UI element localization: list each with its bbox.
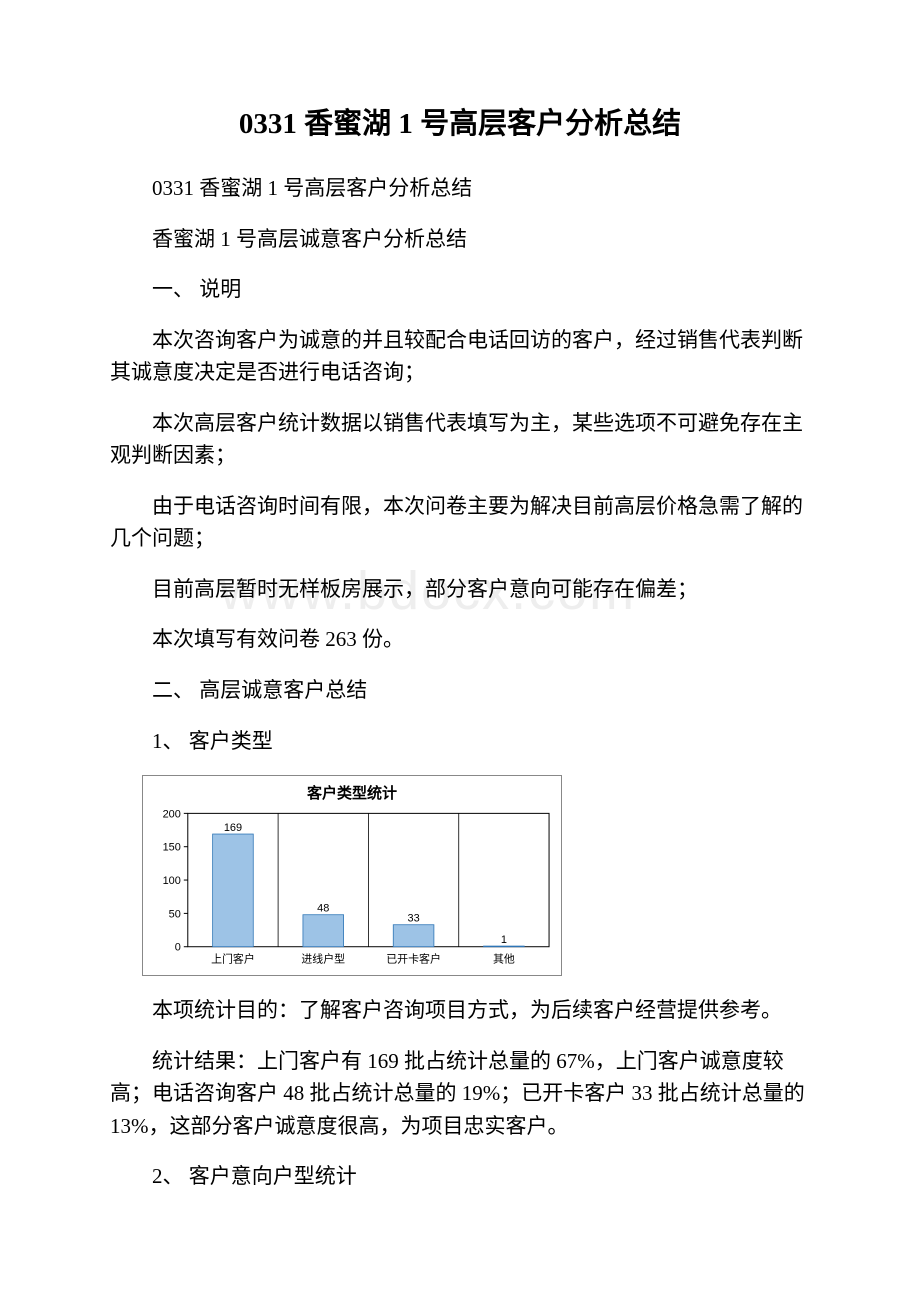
paragraph: 本次填写有效问卷 263 份。: [110, 623, 810, 656]
paragraph: 本项统计目的：了解客户咨询项目方式，为后续客户经营提供参考。: [110, 994, 810, 1027]
svg-text:150: 150: [163, 842, 181, 854]
paragraph: 目前高层暂时无样板房展示，部分客户意向可能存在偏差；: [110, 573, 810, 606]
paragraph: 香蜜湖 1 号高层诚意客户分析总结: [110, 223, 810, 256]
paragraph: 统计结果：上门客户有 169 批占统计总量的 67%，上门客户诚意度较高；电话咨…: [110, 1045, 810, 1143]
customer-type-chart: 客户类型统计 0 50 100 150 200 169 上门客户 48 进线户型 33 已开卡客户 1…: [142, 775, 562, 976]
svg-text:169: 169: [224, 822, 242, 834]
paragraph: 由于电话咨询时间有限，本次问卷主要为解决目前高层价格急需了解的几个问题；: [110, 490, 810, 555]
svg-text:其他: 其他: [493, 953, 515, 966]
svg-text:0: 0: [175, 942, 181, 954]
paragraph: 二、 高层诚意客户总结: [110, 674, 810, 707]
document-content: 0331 香蜜湖 1 号高层客户分析总结 0331 香蜜湖 1 号高层客户分析总…: [110, 100, 810, 1193]
svg-text:1: 1: [501, 934, 507, 946]
chart-title: 客户类型统计: [143, 776, 561, 805]
chart-svg: 0 50 100 150 200 169 上门客户 48 进线户型 33 已开卡客户 1 其他: [143, 805, 561, 975]
svg-text:上门客户: 上门客户: [211, 952, 255, 966]
svg-text:33: 33: [407, 913, 419, 925]
paragraph: 2、 客户意向户型统计: [110, 1160, 810, 1193]
svg-text:已开卡客户: 已开卡客户: [386, 952, 441, 966]
svg-text:200: 200: [163, 808, 181, 820]
paragraph: 本次高层客户统计数据以销售代表填写为主，某些选项不可避免存在主观判断因素；: [110, 407, 810, 472]
paragraph: 一、 说明: [110, 273, 810, 306]
paragraph: 1、 客户类型: [110, 725, 810, 758]
svg-text:100: 100: [163, 875, 181, 887]
svg-text:50: 50: [169, 908, 181, 920]
document-title: 0331 香蜜湖 1 号高层客户分析总结: [110, 100, 810, 142]
svg-text:48: 48: [317, 903, 329, 915]
paragraph: 0331 香蜜湖 1 号高层客户分析总结: [110, 172, 810, 205]
svg-text:进线户型: 进线户型: [301, 952, 345, 966]
paragraph: 本次咨询客户为诚意的并且较配合电话回访的客户，经过销售代表判断其诚意度决定是否进…: [110, 324, 810, 389]
